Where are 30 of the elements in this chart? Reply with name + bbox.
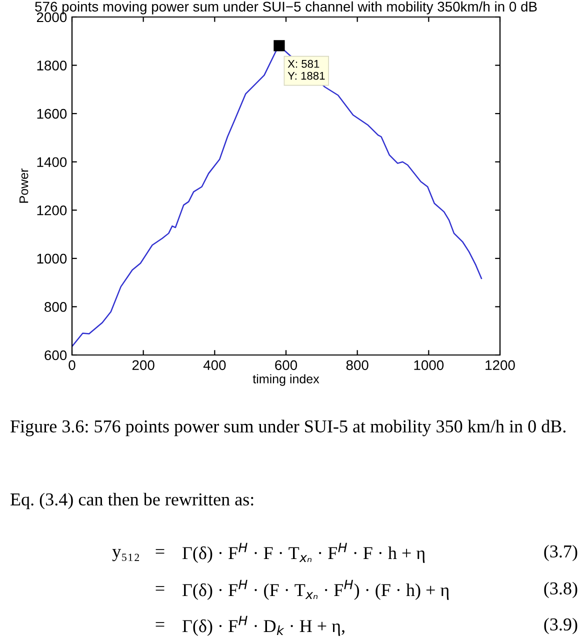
x-tick-label: 200 [132,360,154,370]
y-tick-label: 1000 [37,254,67,264]
text: Γ(δ) · F$^{H}$ · (F · T$_{xₙ}$ · F$^{H}$) · (F · h) + η [182,580,449,600]
text: Eq. (3.4) can then be rewritten as: [10,492,254,510]
annotation: X: 581 Y: 1881 [288,60,325,80]
text: Γ(δ) · F$^{H}$ · D$_{k}$ · H + η, [182,616,344,636]
text: = [156,586,164,591]
y-tick-label: 1800 [37,60,67,70]
text: = [156,549,164,554]
text: (3.8) [544,582,578,598]
y-tick-label: 600 [44,350,67,360]
x-tick-label: 400 [203,360,226,370]
y-tick-label: 1400 [37,157,67,168]
text: = [156,622,164,627]
text: (3.7) [544,544,578,562]
x-tick-label: 800 [346,360,368,370]
x-tick-label: 1200 [486,360,515,370]
text: Γ(δ) · F$^{H}$ · F · T$_{xₙ}$ · F$^{H}$ · F · h + η [182,542,425,563]
y-tick-label: 1600 [37,108,67,119]
y-tick-label: 1200 [37,205,67,216]
text: (3.9) [544,618,578,634]
y-axis-title: Power [19,168,28,203]
caption: Figure 3.6: 576 points power sum under SUI-5 at mobility 350 km/h in 0 dB. [10,420,566,436]
y-tick-label: 800 [44,302,67,312]
x-tick-label: 600 [275,360,298,370]
x-tick-label: 0 [68,360,76,370]
text: y₅₁₂ [112,549,140,562]
x-tick-label: 1000 [414,360,444,370]
x-axis-title: timing index [252,374,320,386]
y-tick-label: 2000 [36,12,67,22]
